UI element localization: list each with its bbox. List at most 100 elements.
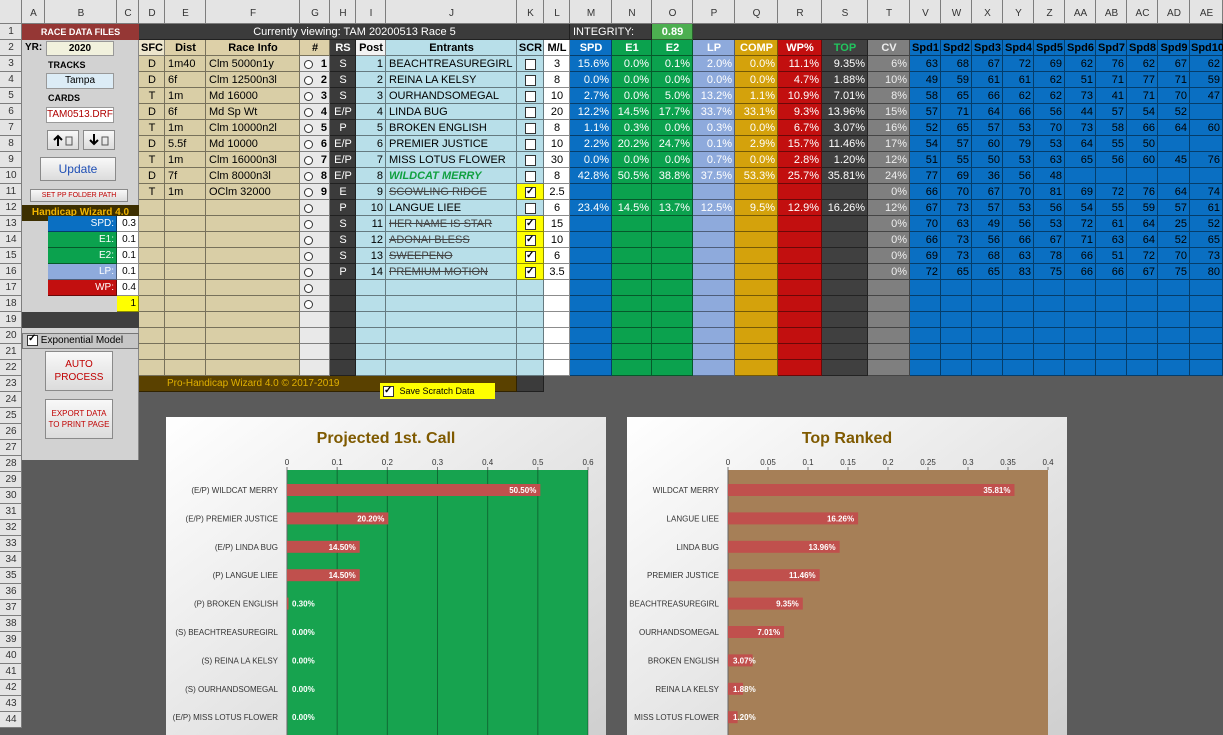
- cell: P: [330, 264, 356, 280]
- cell: [612, 360, 652, 376]
- card-select[interactable]: TAM0513.DRF: [46, 107, 114, 123]
- cell: [570, 296, 612, 312]
- cell: 66: [1065, 248, 1096, 264]
- cell: 67: [910, 200, 941, 216]
- column-title: WP%: [778, 40, 822, 56]
- scratch-checkbox[interactable]: [525, 74, 536, 86]
- select-icon[interactable]: [304, 76, 313, 85]
- scratch-checkbox[interactable]: [525, 264, 536, 280]
- cell: E/P: [330, 104, 356, 120]
- column-title: LP: [693, 40, 735, 56]
- x-tick-label: 0.35: [1000, 458, 1016, 467]
- cell: 7.01%: [822, 88, 868, 104]
- cell: 63: [1034, 152, 1065, 168]
- cell: Clm 10000n2l: [206, 120, 300, 136]
- down-button[interactable]: [83, 130, 115, 150]
- auto-process-button[interactable]: AUTO PROCESS: [45, 351, 113, 391]
- cell: [300, 216, 330, 232]
- scratch-checkbox[interactable]: [525, 138, 536, 150]
- cell: 76: [1127, 184, 1158, 200]
- cell: [1127, 312, 1158, 328]
- entrant-name: HER NAME IS STAR: [386, 216, 517, 232]
- select-icon[interactable]: [304, 124, 313, 133]
- cell: 2.8%: [778, 152, 822, 168]
- save-scratch[interactable]: Save Scratch Data: [380, 383, 495, 399]
- x-tick-label: 0.4: [482, 458, 494, 467]
- cell: [165, 344, 206, 360]
- select-icon[interactable]: [304, 252, 313, 261]
- scratch-checkbox[interactable]: [525, 248, 536, 264]
- scratch-checkbox[interactable]: [525, 232, 536, 248]
- cell: 62: [1065, 56, 1096, 72]
- weight-label: E1:: [48, 232, 117, 248]
- cell: 65: [1190, 232, 1223, 248]
- cell: Clm 5000n1y: [206, 56, 300, 72]
- weight-value[interactable]: 0.1: [117, 248, 139, 264]
- cell: 0%: [868, 232, 910, 248]
- scratch-checkbox[interactable]: [525, 90, 536, 102]
- select-icon[interactable]: [304, 172, 313, 181]
- select-icon[interactable]: [304, 284, 313, 293]
- select-icon[interactable]: [304, 140, 313, 149]
- select-icon[interactable]: [304, 60, 313, 69]
- weight-value[interactable]: 0.1: [117, 232, 139, 248]
- weight-value[interactable]: 0.3: [117, 216, 139, 232]
- entrant-name: REINA LA KELSY: [386, 72, 517, 88]
- cell: [652, 328, 693, 344]
- cell: [652, 248, 693, 264]
- x-tick-label: 0.2: [882, 458, 894, 467]
- select-icon[interactable]: [304, 204, 313, 213]
- weight-value[interactable]: 0.4: [117, 280, 139, 296]
- value-label: 0.00%: [292, 656, 315, 665]
- select-icon[interactable]: [304, 156, 313, 165]
- cell: 12%: [868, 200, 910, 216]
- cell: [972, 280, 1003, 296]
- cell: T: [139, 120, 165, 136]
- select-icon[interactable]: [304, 188, 313, 197]
- select-icon[interactable]: [304, 268, 313, 277]
- select-icon[interactable]: [304, 92, 313, 101]
- cell: 0%: [868, 264, 910, 280]
- column-header: T: [868, 0, 910, 24]
- row-header: 27: [0, 440, 22, 456]
- select-icon[interactable]: [304, 220, 313, 229]
- scratch-checkbox[interactable]: [525, 106, 536, 118]
- cell: [1127, 296, 1158, 312]
- column-title: M/L: [544, 40, 570, 56]
- select-icon[interactable]: [304, 108, 313, 117]
- cell: D: [139, 72, 165, 88]
- cell: [139, 344, 165, 360]
- column-header: H: [330, 0, 356, 24]
- save-checkbox[interactable]: [383, 383, 394, 399]
- select-icon[interactable]: [304, 236, 313, 245]
- track-select[interactable]: Tampa: [46, 73, 114, 89]
- select-icon[interactable]: [304, 300, 313, 309]
- cell: [822, 216, 868, 232]
- export-button[interactable]: EXPORT DATA TO PRINT PAGE: [45, 399, 113, 439]
- category-label: (E/P) LINDA BUG: [215, 543, 278, 552]
- model-checkbox[interactable]: [27, 334, 38, 346]
- scratch-checkbox[interactable]: [525, 58, 536, 70]
- cell: 6%: [868, 56, 910, 72]
- column-title: E2: [652, 40, 693, 56]
- year-field[interactable]: 2020: [46, 41, 114, 56]
- set-path-button[interactable]: SET PP FOLDER PATH: [30, 189, 128, 202]
- cell: 8: [544, 72, 570, 88]
- cell: [910, 360, 941, 376]
- cell: [1065, 296, 1096, 312]
- scratch-checkbox[interactable]: [525, 170, 536, 182]
- scratch-checkbox[interactable]: [525, 154, 536, 166]
- scratch-checkbox[interactable]: [525, 202, 536, 214]
- cell: [300, 248, 330, 264]
- update-button[interactable]: Update: [40, 157, 116, 181]
- model-toggle[interactable]: Exponential Model: [22, 333, 139, 349]
- weight-value[interactable]: 0.1: [117, 264, 139, 280]
- scratch-checkbox[interactable]: [525, 122, 536, 134]
- up-button[interactable]: [47, 130, 79, 150]
- cell: 78: [1034, 248, 1065, 264]
- cell: 60: [972, 136, 1003, 152]
- scratch-checkbox[interactable]: [525, 216, 536, 232]
- scratch-checkbox[interactable]: [525, 184, 536, 200]
- column-header: K: [517, 0, 544, 24]
- column-title: Post: [356, 40, 386, 56]
